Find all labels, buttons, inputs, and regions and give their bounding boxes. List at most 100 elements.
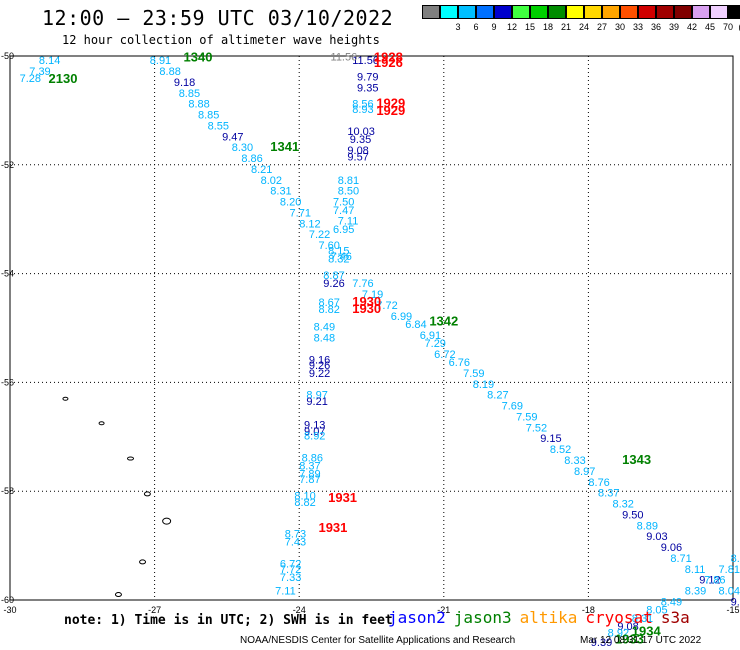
- lat-tick-label: -54: [1, 269, 14, 279]
- wave-height-label: 7.39: [29, 66, 50, 78]
- wave-height-label: 8.52: [550, 444, 571, 456]
- wave-height-label: 8.86: [241, 153, 262, 165]
- wave-height-label: 7.46: [331, 251, 352, 263]
- wave-height-label: 7.43: [285, 537, 306, 549]
- legend-swatch: [674, 5, 692, 19]
- wave-height-label: 8.12: [299, 218, 320, 230]
- wave-height-label: 9.16: [309, 354, 330, 366]
- wave-height-label: 9.12: [699, 575, 720, 587]
- pass-time-label: 1928: [374, 49, 403, 64]
- pass-time-label: 1929: [376, 96, 405, 111]
- legend-label: 6: [473, 22, 479, 32]
- wave-height-label: 8.15: [328, 246, 349, 258]
- pass-time-label: 1342: [429, 313, 458, 328]
- wave-height-label: 8.37: [299, 460, 320, 472]
- island-outline: [98, 421, 105, 426]
- wave-height-label: 8.04: [719, 586, 740, 598]
- legend-label: 12: [506, 22, 518, 32]
- page-title: 12:00 — 23:59 UTC 03/10/2022: [42, 6, 394, 30]
- wave-height-label: 8.56: [352, 99, 373, 111]
- wave-height-label: 8.92: [304, 431, 325, 443]
- wave-height-label: 7.71: [290, 207, 311, 219]
- wave-height-label: 7.11: [275, 586, 296, 598]
- wave-height-label: 10.03: [347, 126, 375, 138]
- wave-height-label: 8.1: [731, 553, 740, 565]
- wave-height-label: 8.21: [251, 164, 272, 176]
- wave-height-label: 8.48: [314, 333, 335, 345]
- mission-jason2: jason2: [388, 608, 446, 627]
- pass-time-label: 1931: [328, 490, 357, 505]
- wave-height-label: 8.55: [208, 120, 229, 132]
- lat-tick-label: -50: [1, 51, 14, 61]
- wave-height-label: 7.11: [338, 216, 359, 228]
- wave-height-label: 8.82: [294, 497, 315, 509]
- wave-height-label: 8.30: [232, 142, 253, 154]
- credit-text: NOAA/NESDIS Center for Satellite Applica…: [240, 635, 516, 646]
- wave-height-label: 9.15: [540, 433, 561, 445]
- lon-tick-label: -15: [726, 605, 739, 615]
- wave-height-label: 6.72: [280, 558, 301, 570]
- legend-swatch: [458, 5, 476, 19]
- wave-height-label: 9.26: [323, 278, 344, 290]
- legend-swatch: [566, 5, 584, 19]
- wave-height-label: 9.50: [622, 509, 643, 521]
- island-outline: [143, 491, 151, 497]
- legend-swatch: [620, 5, 638, 19]
- wave-height-label: 8.31: [632, 613, 653, 625]
- pass-time-label: 1340: [184, 49, 213, 64]
- wave-height-label: 8.19: [473, 379, 494, 391]
- island-outline: [114, 592, 122, 598]
- legend-label: 30: [614, 22, 626, 32]
- legend-label: 9: [491, 22, 497, 32]
- wave-height-label: 7.22: [309, 229, 330, 241]
- legend-label: 33: [632, 22, 644, 32]
- wave-height-label: 8.10: [294, 490, 315, 502]
- wave-height-label: 7.72: [376, 300, 397, 312]
- lon-tick-label: -30: [3, 605, 16, 615]
- lon-tick-label: -24: [293, 605, 306, 615]
- pass-time-label: 1933: [615, 632, 644, 647]
- lat-tick-label: -52: [1, 160, 14, 170]
- wave-height-label: 8.39: [685, 586, 706, 598]
- wave-height-label: 7.87: [299, 474, 320, 486]
- wave-height-label: 8.27: [487, 390, 508, 402]
- wave-height-label: 8.97: [574, 466, 595, 478]
- lon-tick-label: -18: [582, 605, 595, 615]
- wave-height-label: 6.76: [449, 357, 470, 369]
- wave-height-label: 9.06: [661, 542, 682, 554]
- island-outline: [139, 559, 147, 565]
- lat-tick-label: -56: [1, 377, 14, 387]
- lon-tick-label: -21: [437, 605, 450, 615]
- legend-swatch: [494, 5, 512, 19]
- wave-height-label: 8.86: [302, 452, 323, 464]
- wave-height-label: 8.85: [179, 88, 200, 100]
- lat-tick-label: -58: [1, 486, 14, 496]
- legend-label: 42: [686, 22, 698, 32]
- legend-swatch: [692, 5, 710, 19]
- wave-height-label: 8.82: [318, 304, 339, 316]
- wave-height-label: 9.13: [304, 420, 325, 432]
- wave-height-label: 7.72: [280, 564, 301, 576]
- wave-height-label: 8.32: [328, 254, 349, 266]
- island-outline: [62, 396, 69, 401]
- wave-height-label: 8.05: [646, 605, 667, 617]
- legend-swatch: [602, 5, 620, 19]
- wave-height-label: 8.88: [188, 99, 209, 111]
- legend-label: 36: [650, 22, 662, 32]
- wave-height-label: 8.02: [261, 175, 282, 187]
- legend-label: 3: [455, 22, 461, 32]
- legend-swatch: [710, 5, 728, 19]
- mission-cryosat: cryosat: [585, 608, 653, 627]
- wave-height-label: 6.84: [405, 319, 426, 331]
- legend-label: 27: [596, 22, 608, 32]
- wave-height-label: 7.19: [362, 289, 383, 301]
- wave-height-label: 8.88: [159, 66, 180, 78]
- wave-height-label: 8.92: [608, 627, 629, 639]
- wave-height-label: 9.08: [347, 145, 368, 157]
- wave-height-label: 9.07: [304, 426, 325, 438]
- wave-height-label: 7.60: [318, 240, 339, 252]
- wave-height-label: 6.91: [420, 330, 441, 342]
- wave-height-label: 9.57: [347, 151, 368, 163]
- legend-swatch: [440, 5, 458, 19]
